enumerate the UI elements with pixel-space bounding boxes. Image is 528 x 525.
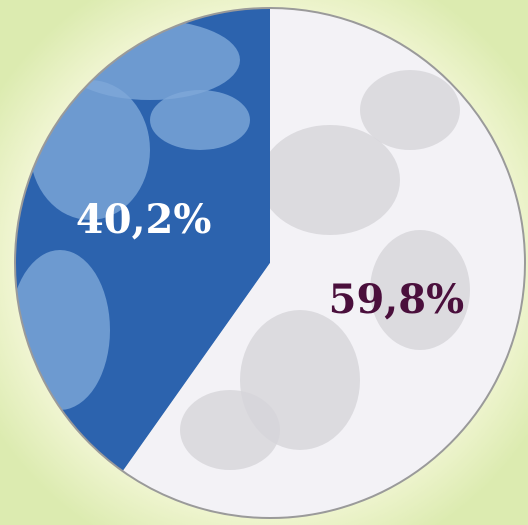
slice-texture <box>180 70 470 470</box>
texture-blob <box>150 90 250 150</box>
data-label: 59,8% <box>329 276 464 323</box>
pie-border <box>14 7 526 519</box>
pie <box>14 8 525 518</box>
texture-blob <box>260 125 400 235</box>
texture-blob <box>370 230 470 350</box>
texture-blob <box>360 70 460 150</box>
data-label: 40,2% <box>76 196 211 243</box>
texture-blob <box>180 390 280 470</box>
